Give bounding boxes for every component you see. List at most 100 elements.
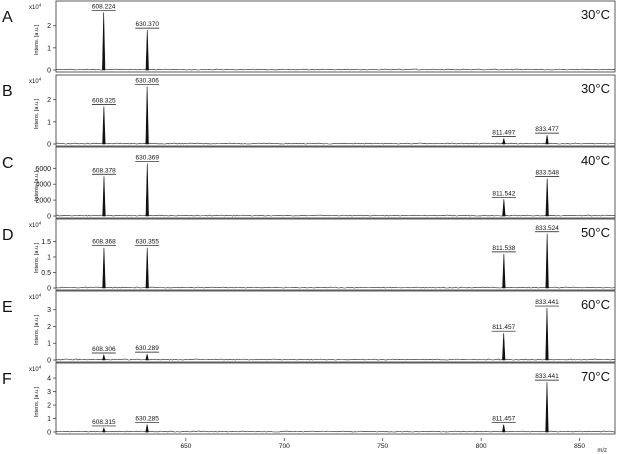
- spectrum-panel-f: F Intens. [a.u.] x104 0 1 2 3 4 70°C 608.315 630.2…: [2, 362, 616, 437]
- y-tick-label: 2: [47, 403, 51, 410]
- y-exponent: x104: [29, 77, 42, 86]
- spectrum-baseline: [55, 286, 616, 289]
- peak-label: 811.457: [492, 416, 515, 423]
- peak-label: 833.477: [535, 126, 559, 133]
- y-axis-label: Intens. [a.u.]: [34, 98, 40, 129]
- plot-frame: [55, 218, 616, 291]
- peak-label: 833.548: [535, 170, 559, 177]
- spectrum-peak: [145, 424, 149, 433]
- peak-label: 630.355: [135, 239, 159, 246]
- y-tick-label: 0.5: [41, 270, 51, 277]
- y-exponent: x104: [29, 3, 42, 12]
- spectrum-peak: [145, 247, 149, 289]
- plot-frame: [55, 146, 616, 219]
- y-exponent-power: 4: [39, 293, 42, 298]
- y-tick-label: 3: [47, 307, 51, 314]
- x-tick-label: 750: [377, 443, 388, 450]
- y-exponent: x104: [29, 365, 42, 374]
- spectrum-peak: [545, 382, 549, 433]
- spectrum-peak: [102, 106, 106, 145]
- spectrum-peak: [102, 426, 106, 433]
- y-tick-label: 2000: [35, 198, 51, 205]
- y-tick-label: 0: [47, 142, 51, 149]
- spectrum-peak: [102, 176, 106, 217]
- spectrum-peak: [545, 233, 549, 289]
- y-tick-label: 1: [47, 255, 51, 262]
- panel-letter: F: [2, 371, 12, 388]
- y-tick-label: 0: [47, 214, 51, 221]
- peak-label: 630.369: [136, 155, 160, 162]
- spectrum-peak: [545, 135, 549, 145]
- temperature-label: 50°C: [581, 225, 610, 240]
- y-tick-label: 1: [47, 119, 51, 126]
- spectrum-baseline: [55, 214, 615, 217]
- y-tick-label: 1: [47, 416, 51, 423]
- y-exponent: x104: [29, 221, 42, 230]
- y-axis-label: Intens. [a.u.]: [34, 242, 40, 273]
- plot-frame: [55, 362, 616, 435]
- spectrum-peak: [502, 199, 506, 217]
- y-tick-label: 2: [47, 23, 51, 30]
- x-tick-label: 650: [180, 443, 191, 450]
- y-exponent-power: 4: [39, 3, 42, 8]
- spectrum-peak: [145, 30, 149, 71]
- panel-letter: D: [2, 227, 14, 244]
- spectrum-peak: [502, 424, 506, 433]
- spectrum-baseline: [55, 68, 616, 71]
- y-tick-label: 3: [47, 389, 51, 396]
- spectrum-peak: [145, 163, 149, 217]
- y-tick-label: 1: [47, 45, 51, 52]
- spectrum-baseline: [55, 430, 615, 433]
- panel-letter: E: [2, 299, 13, 316]
- y-axis-label: Intens. [a.u.]: [34, 170, 40, 201]
- y-axis-label: Intens. [a.u.]: [34, 24, 40, 55]
- spectrum-peak: [502, 333, 506, 361]
- y-exponent-power: 4: [39, 221, 42, 226]
- peak-label: 811.538: [492, 245, 515, 252]
- peak-label: 833.441: [535, 299, 559, 306]
- plot-frame: [55, 74, 616, 147]
- peak-label: 811.457: [492, 324, 515, 331]
- y-exponent: x104: [29, 293, 42, 302]
- peak-label: 811.542: [492, 190, 515, 197]
- y-tick-label: 2: [47, 324, 51, 331]
- spectrum-peak: [102, 12, 106, 71]
- peak-label: 608.378: [92, 167, 116, 174]
- peak-label: 811.497: [492, 129, 515, 136]
- spectrum-baseline: [55, 358, 616, 361]
- x-tick-label: 800: [476, 443, 487, 450]
- temperature-label: 70°C: [581, 369, 610, 384]
- plot-frame: [55, 0, 616, 73]
- peak-label: 630.306: [135, 77, 159, 84]
- spectrum-peak: [102, 353, 106, 361]
- y-tick-label: 1: [47, 341, 51, 348]
- x-axis: 650 700 750 800 850: [180, 438, 585, 450]
- temperature-label: 30°C: [581, 7, 610, 22]
- y-axis-label: Intens. [a.u.]: [34, 314, 40, 345]
- y-exponent-power: 4: [39, 365, 42, 370]
- spectrum-peak: [145, 86, 149, 145]
- temperature-label: 30°C: [581, 81, 610, 96]
- spectrum-peak: [502, 253, 506, 289]
- peak-label: 630.289: [135, 345, 159, 352]
- spectrum-panel-e: E Intens. [a.u.] x104 0 1 2 3 60°C 608.306 630.28…: [2, 290, 616, 365]
- y-tick-label: 0: [47, 286, 51, 293]
- y-tick-label: 1.5: [41, 239, 51, 246]
- spectrum-panel-c: C Intens. [a.u.] 0 2000 4000 6000 40°C 608.378 6…: [2, 146, 616, 221]
- peak-label: 630.370: [136, 21, 160, 28]
- peak-label: 608.315: [92, 419, 116, 426]
- y-tick-label: 2: [47, 97, 51, 104]
- spectrum-peak: [102, 247, 106, 289]
- x-tick-label: 850: [574, 443, 585, 450]
- y-tick-label: 4000: [35, 182, 51, 189]
- spectrum-panel-d: D Intens. [a.u.] x104 0 0.5 1 1.5 50°C 608.368 63…: [2, 218, 616, 293]
- y-tick-label: 0: [47, 430, 51, 437]
- spectrum-peak: [145, 354, 149, 361]
- spectrum-panel-a: A Intens. [a.u.] x104 0 1 2 30°C 608.224 630.370: [2, 0, 616, 75]
- temperature-label: 60°C: [581, 297, 610, 312]
- spectrum-baseline: [55, 142, 616, 145]
- panel-letter: C: [2, 155, 14, 172]
- y-tick-label: 4: [47, 376, 51, 383]
- spectrum-panel-b: B Intens. [a.u.] x104 0 1 2 30°C 608.325 630.306…: [2, 74, 616, 149]
